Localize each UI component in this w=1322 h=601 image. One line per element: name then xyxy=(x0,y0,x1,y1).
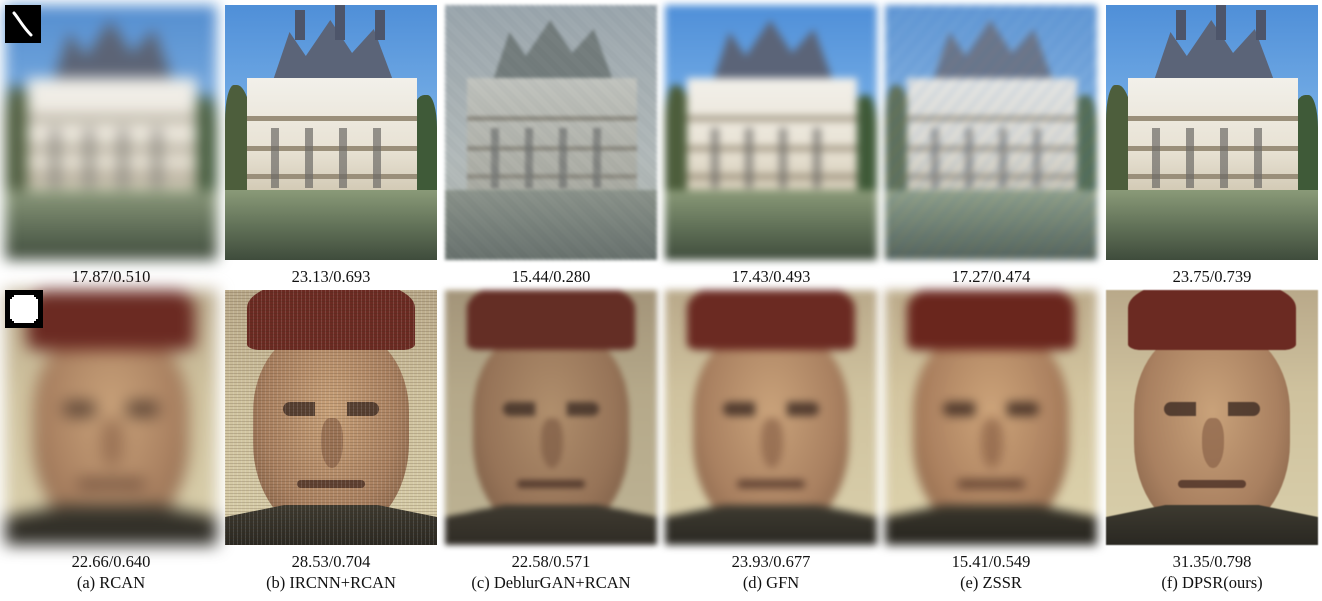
castle-metric-dpsr: 23.75/0.739 xyxy=(1172,267,1252,286)
face-image-deblurgan-rcan xyxy=(445,290,657,545)
method-label-dpsr: (f) DPSR(ours) xyxy=(1161,573,1263,592)
method-label-zssr: (e) ZSSR xyxy=(960,573,1022,592)
face-image-rcan xyxy=(5,290,217,545)
castle-image-dpsr xyxy=(1106,5,1318,260)
method-label-gfn: (d) GFN xyxy=(742,573,800,592)
castle-metric-rcan: 17.87/0.510 xyxy=(71,267,151,286)
face-image-gfn xyxy=(665,290,877,545)
face-metric-deblurgan-rcan: 22.58/0.571 xyxy=(511,552,591,571)
castle-image-ircnn-rcan xyxy=(225,5,437,260)
face-image-dpsr xyxy=(1106,290,1318,545)
face-metric-zssr: 15.41/0.549 xyxy=(951,552,1031,571)
castle-metric-zssr: 17.27/0.474 xyxy=(951,267,1031,286)
motion-kernel-icon xyxy=(5,5,41,43)
face-metric-dpsr: 31.35/0.798 xyxy=(1172,552,1252,571)
castle-metric-gfn: 17.43/0.493 xyxy=(731,267,811,286)
method-label-ircnn-rcan: (b) IRCNN+RCAN xyxy=(266,573,396,592)
face-metric-rcan: 22.66/0.640 xyxy=(71,552,151,571)
face-metric-gfn: 23.93/0.677 xyxy=(731,552,811,571)
castle-image-rcan xyxy=(5,5,217,260)
method-label-deblurgan-rcan: (c) DeblurGAN+RCAN xyxy=(471,573,631,592)
castle-image-zssr xyxy=(885,5,1097,260)
face-image-zssr xyxy=(885,290,1097,545)
face-metric-ircnn-rcan: 28.53/0.704 xyxy=(291,552,371,571)
disk-kernel-icon xyxy=(5,290,43,328)
face-image-ircnn-rcan xyxy=(225,290,437,545)
castle-metric-deblurgan-rcan: 15.44/0.280 xyxy=(511,267,591,286)
method-label-rcan: (a) RCAN xyxy=(76,573,146,592)
castle-image-deblurgan-rcan xyxy=(445,5,657,260)
castle-metric-ircnn-rcan: 23.13/0.693 xyxy=(291,267,371,286)
castle-image-gfn xyxy=(665,5,877,260)
